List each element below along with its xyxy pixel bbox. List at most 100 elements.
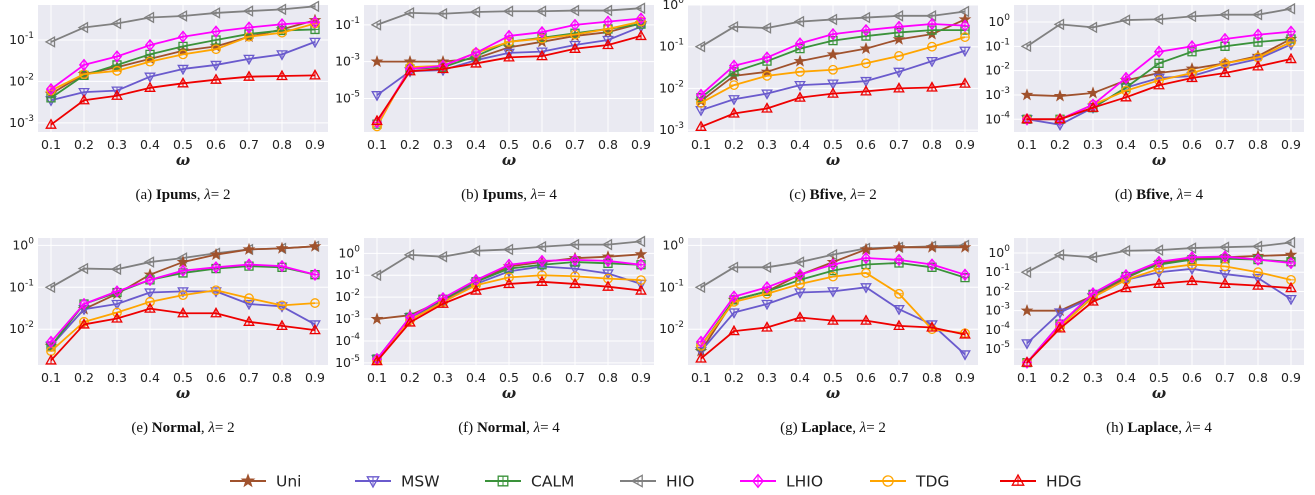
data-point [111,312,123,323]
data-point [371,91,383,102]
subplot-c: 0.1 0.2 0.3 0.4 0.5 0.6 0.7 0.8 0.9 10-3 10-2 10-1 1… [659,0,978,203]
data-point [694,40,706,53]
series-hdg [371,275,647,366]
x-tick-label: 0.6 [1182,370,1202,385]
data-point [601,4,613,17]
data-point [1252,60,1264,71]
x-tick-label: 0.2 [724,370,744,385]
data-point [276,69,288,81]
x-tick-label: 0.2 [724,137,744,152]
legend-label: CALM [531,473,574,491]
y-tick-label: 100 [12,236,34,252]
legend-label: HIO [666,473,694,491]
data-point [893,82,905,93]
data-point [1153,45,1165,59]
series-hdg [695,77,971,131]
x-tick-label: 0.5 [499,370,519,385]
data-point [243,299,255,311]
data-point [535,240,547,253]
series-hdg [695,311,971,363]
data-point [308,239,322,252]
data-point [178,41,188,52]
caption-part: Ipums [482,187,523,203]
x-tick-label: 0.9 [955,137,975,152]
data-point [1219,66,1231,78]
x-tick-label: 0.2 [74,137,94,152]
data-point [77,21,89,34]
caption-part: Normal [152,420,201,436]
x-tick-label: 0.9 [955,370,975,385]
data-point [859,11,871,24]
y-tick-label: 100 [988,13,1010,29]
y-tick-label: 100 [338,244,360,260]
data-point [1087,101,1099,112]
data-point [242,242,256,255]
data-point [1120,90,1132,102]
x-tick-label: 0.2 [1050,370,1070,385]
y-tick-label: 10-1 [9,31,34,47]
data-point [926,81,938,92]
x-tick-label: 0.1 [367,370,387,385]
data-point [536,25,548,39]
data-point [602,38,614,50]
caption-part: = 2 [215,420,235,436]
data-point [403,6,415,19]
y-tick-label: 10-1 [335,16,360,32]
legend-item-lhio: LHIO [740,473,823,491]
x-tick-label: 0.9 [305,370,325,385]
data-point [535,5,547,18]
data-point [827,287,839,298]
data-point [1186,274,1198,286]
series-hio [694,5,970,53]
data-point [1252,54,1264,66]
caption-part: = 4 [1192,420,1212,436]
data-point [695,88,707,102]
series-calm [46,24,320,103]
data-point [794,37,806,50]
data-point [470,57,482,68]
data-point [1020,40,1032,53]
caption-part: (a) [136,187,156,203]
series-hio [370,2,646,31]
data-point [243,315,255,326]
x-tick-label: 0.7 [889,370,909,385]
x-axis-label: ω [502,384,516,402]
x-tick-label: 0.7 [889,137,909,152]
data-point [602,280,614,291]
data-point [1020,88,1034,101]
series-hdg [371,29,647,126]
data-point [309,37,321,49]
caption-part: , [1169,187,1177,203]
data-point [828,35,838,46]
subplot-caption: (f) Normal, λ= 4 [458,420,560,436]
data-point [601,238,613,251]
data-point [244,261,254,271]
x-tick-label: 0.1 [1017,370,1037,385]
data-point [309,268,321,281]
x-tick-label: 0.4 [790,370,810,385]
data-point [926,17,938,31]
x-axis-label: ω [826,384,840,402]
data-point [1020,303,1034,317]
x-tick-label: 0.4 [466,370,486,385]
data-point [695,352,707,363]
data-point [437,62,449,74]
y-tick-label: 10-1 [985,263,1010,279]
series-lhio [45,258,321,349]
caption-part: λ [859,420,867,436]
data-point [761,299,773,311]
legend-marker [630,474,643,488]
subplot-caption: (b) Ipums, λ= 4 [461,187,557,203]
data-point [1153,78,1165,90]
data-point [45,335,57,349]
data-point [861,259,871,270]
x-tick-label: 0.8 [272,370,292,385]
y-tick-label: 10-4 [985,321,1010,337]
data-point [536,275,548,286]
data-point [728,95,740,106]
x-tick-label: 0.2 [74,370,94,385]
x-tick-label: 0.6 [1182,137,1202,152]
data-point [143,11,155,24]
y-tick-label: 10-4 [985,110,1010,126]
legend: Uni MSW CALM HIO LHIO TDG HDG [230,473,1082,491]
